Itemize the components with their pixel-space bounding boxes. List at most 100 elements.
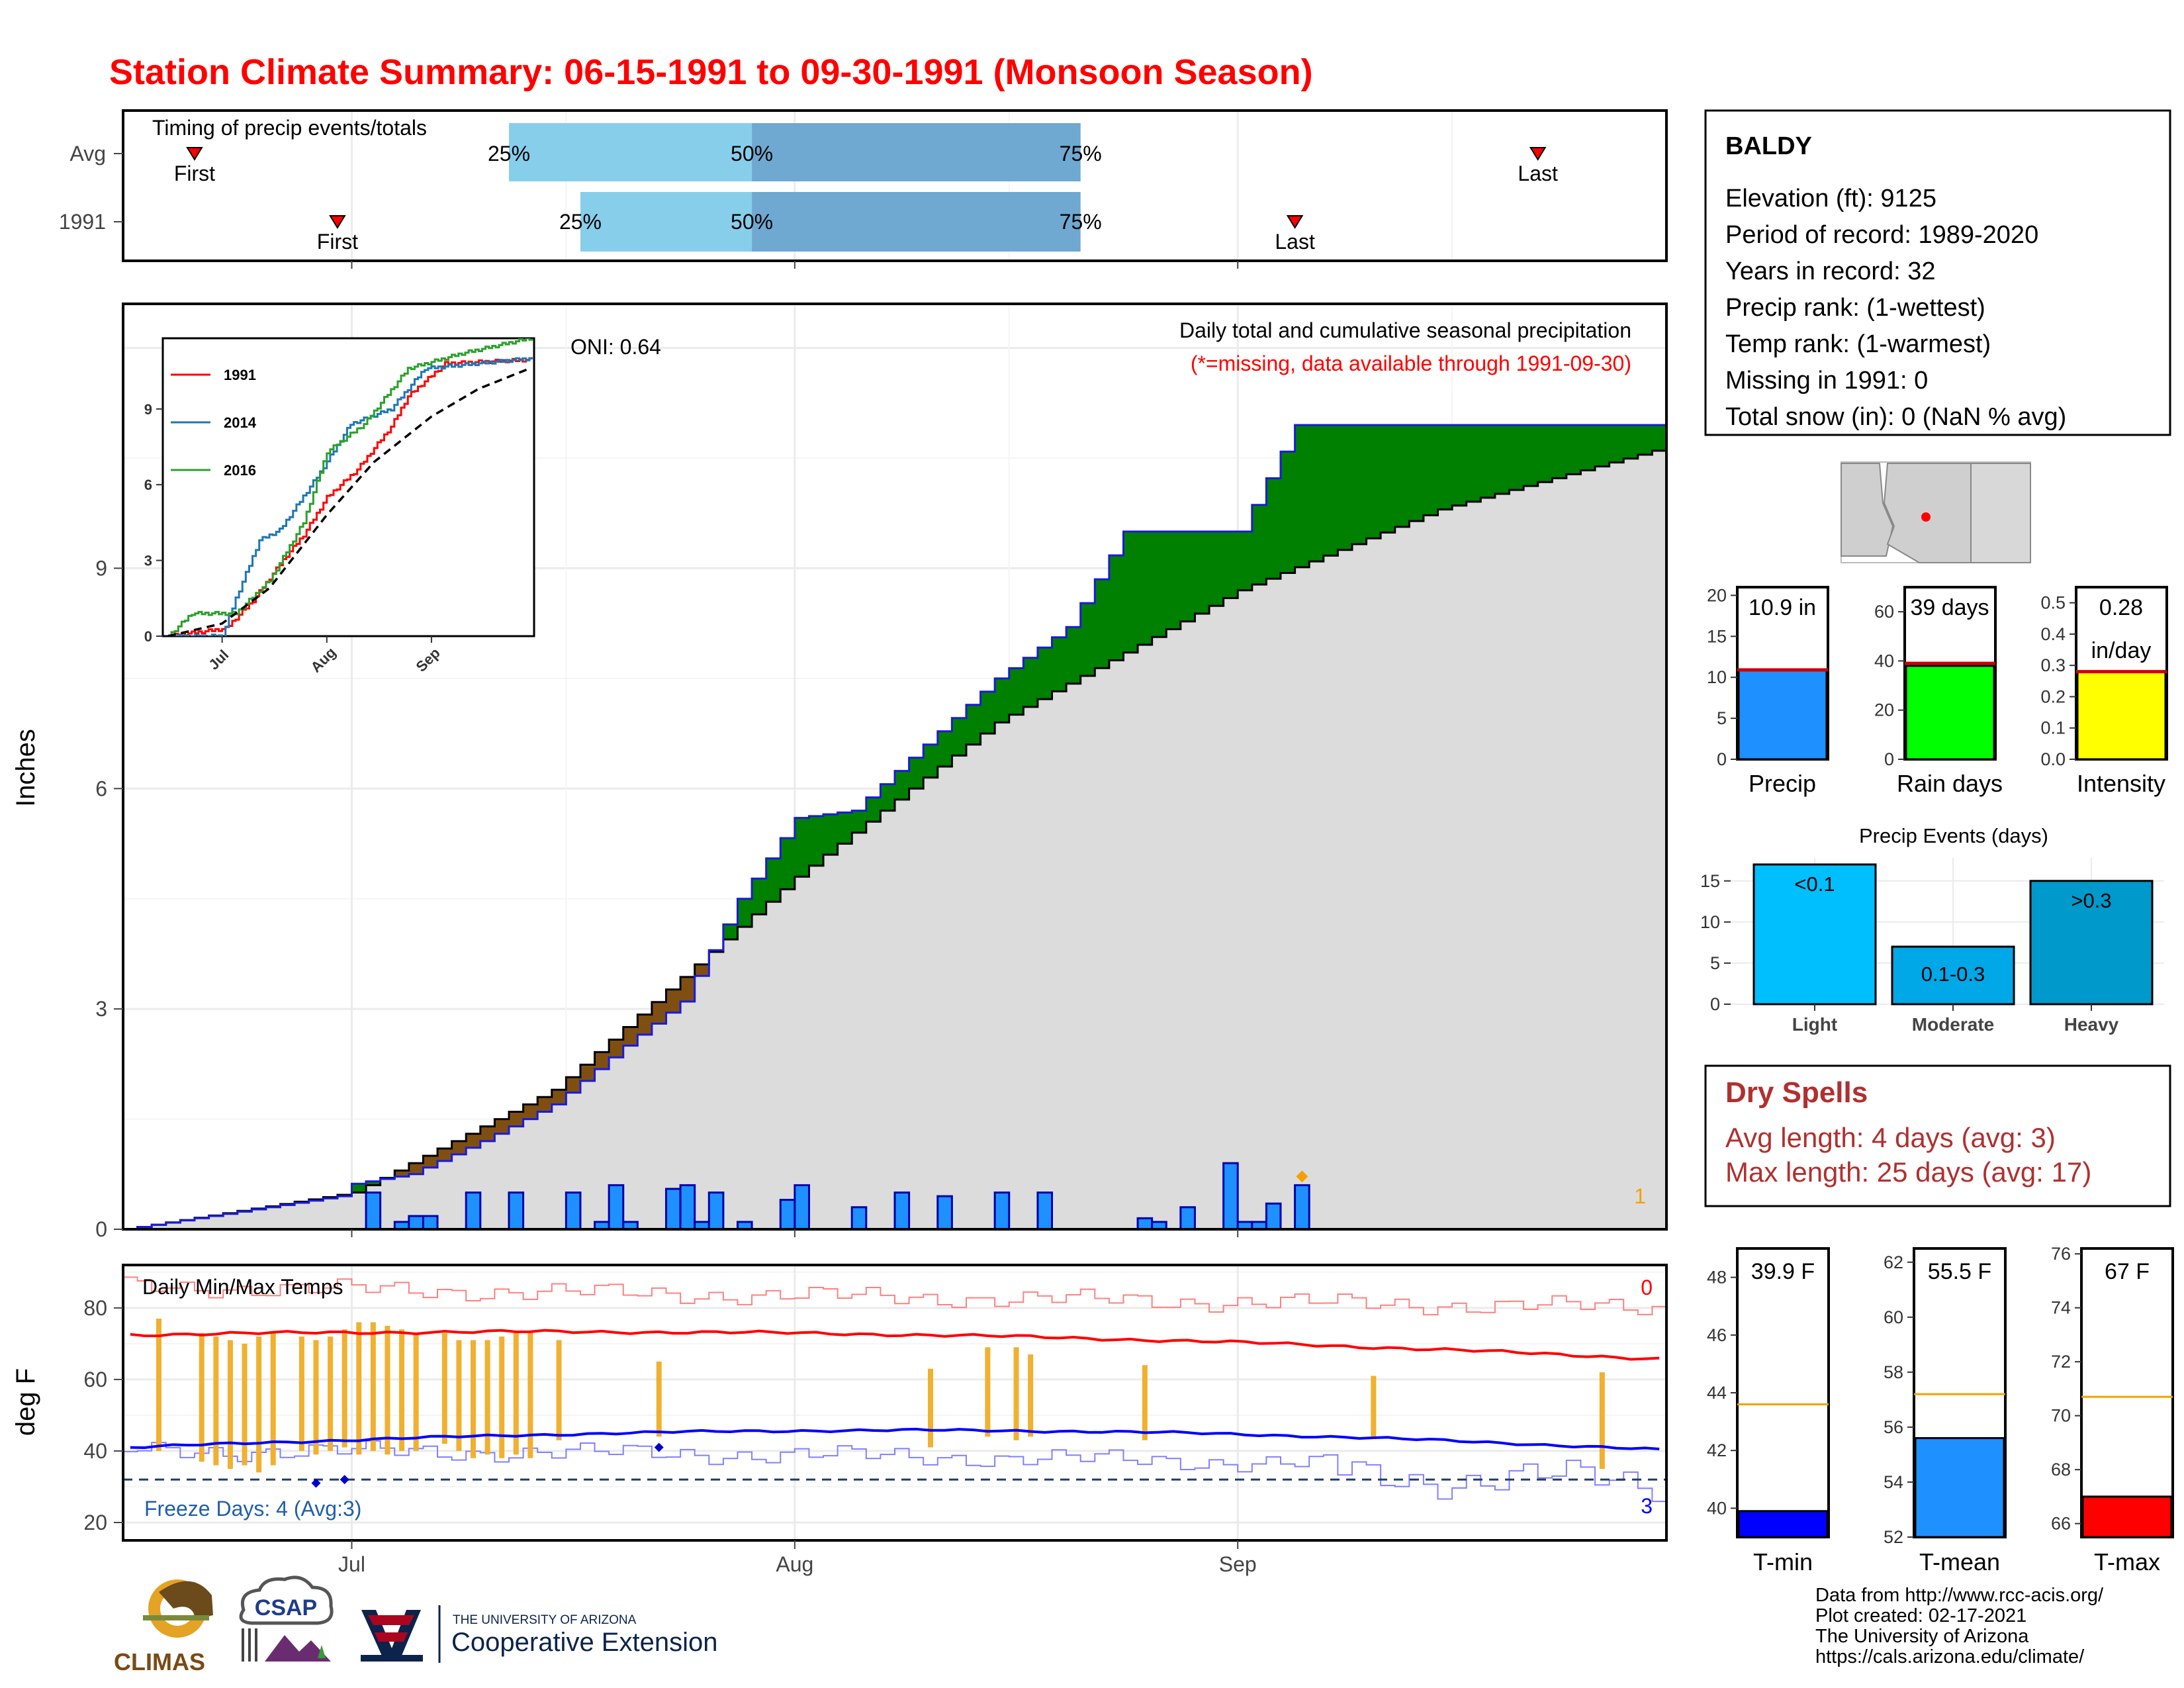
station-info-line: Years in record: 32 [1725, 258, 1936, 285]
station-info-line: Total snow (in): 0 (NaN % avg) [1725, 403, 2066, 431]
footer-line: https://cals.arizona.edu/climate/ [1815, 1646, 2085, 1667]
bar-y-tick: 0 [1717, 749, 1727, 769]
first-event-label: First [174, 162, 215, 185]
freeze-day-marker [654, 1442, 664, 1452]
diurnal-range-bar [471, 1340, 477, 1458]
above-average-band [1381, 425, 1396, 533]
precip-y-axis-label: Inches [11, 729, 40, 807]
above-average-band [1366, 425, 1381, 539]
temp-x-tick: Jul [338, 1552, 365, 1576]
above-average-band [766, 858, 781, 902]
diurnal-range-bar [413, 1333, 419, 1451]
event-count-bar [2029, 880, 2154, 1006]
above-average-band [823, 814, 839, 855]
diurnal-range-bar [399, 1329, 405, 1451]
above-average-band [1580, 425, 1596, 471]
seasonal-value-bar [1905, 665, 1995, 761]
diurnal-range-bar [156, 1319, 161, 1451]
above-average-band [1138, 531, 1153, 645]
bar-y-tick: 56 [1884, 1417, 1903, 1437]
above-average-band [1394, 425, 1410, 527]
daily-precip-bar [1036, 1192, 1054, 1229]
temp-bar-name: T-max [2094, 1548, 2160, 1575]
p50-label: 50% [731, 142, 773, 165]
inset-series-line [168, 338, 533, 636]
seasonal-value-label: 39 days [1910, 595, 1989, 620]
temp-value-label: 67 F [2105, 1259, 2150, 1284]
diurnal-range-bar [370, 1322, 376, 1451]
diurnal-range-bar [441, 1333, 447, 1444]
bar-y-tick: 74 [2051, 1298, 2071, 1318]
diurnal-range-bar [1142, 1365, 1148, 1440]
diurnal-range-bar [484, 1340, 490, 1455]
above-average-band [1437, 425, 1453, 510]
seasonal-value-bar [2076, 671, 2167, 761]
above-average-band [1166, 531, 1181, 630]
event-threshold-label: <0.1 [1794, 872, 1835, 896]
station-info-line: Precip rank: (1-wettest) [1725, 294, 1985, 322]
below-average-band [594, 1052, 610, 1070]
daily-precip-bar [408, 1215, 424, 1229]
page-title: Station Climate Summary: 06-15-1991 to 0… [109, 52, 1313, 92]
daily-precip-bar [665, 1188, 682, 1229]
above-average-band [1466, 425, 1481, 502]
temp-bar-name: T-min [1753, 1548, 1813, 1575]
diurnal-range-bar [313, 1340, 319, 1455]
seasonal-value-bar [1737, 669, 1828, 761]
below-average-band [609, 1039, 624, 1058]
bar-frame [2080, 1247, 2174, 1538]
record-low-line [123, 1440, 1666, 1503]
precip-panel-title: Daily total and cumulative seasonal prec… [1179, 318, 1631, 342]
climas-logo: CLIMAS [114, 1579, 213, 1675]
above-average-band [1509, 425, 1524, 491]
freeze-days-count: 3 [1641, 1494, 1653, 1518]
station-name: BALDY [1725, 132, 1812, 160]
above-average-band [1095, 579, 1110, 669]
average-cumulative-area [123, 450, 1666, 1229]
above-average-band [1623, 425, 1639, 459]
station-info-line: Temp rank: (1-warmest) [1725, 330, 1991, 358]
bar-y-tick: 46 [1707, 1325, 1727, 1345]
seasonal-value-label: 10.9 in [1749, 595, 1816, 620]
bar-y-tick: 15 [1707, 626, 1727, 646]
temp-y-tick: 80 [83, 1296, 107, 1320]
p25-label: 25% [559, 210, 602, 234]
daily-precip-bar [779, 1199, 796, 1229]
bar-y-tick: 20 [1707, 585, 1727, 605]
seasonal-value-bar [1914, 1437, 2005, 1538]
footer-line: Data from http://www.rcc-acis.org/ [1815, 1585, 2104, 1606]
temp-y-tick: 40 [83, 1439, 107, 1463]
above-average-band [966, 704, 981, 745]
above-average-band [1266, 478, 1281, 579]
diurnal-range-bar [499, 1336, 505, 1458]
freeze-day-marker [340, 1475, 349, 1485]
bar-y-tick: 54 [1884, 1472, 1903, 1492]
above-average-band [909, 757, 924, 789]
above-average-band [1423, 425, 1439, 516]
timing-row-year-label: 1991 [59, 210, 106, 234]
temp-value-label: 39.9 F [1751, 1259, 1815, 1284]
daily-precip-bar [565, 1192, 582, 1229]
events-y-tick: 10 [1700, 912, 1720, 932]
quartile-bar-late [752, 192, 1081, 252]
temp-x-tick: Aug [776, 1552, 813, 1576]
diurnal-range-bar [527, 1333, 533, 1458]
missing-data-marker [1296, 1170, 1308, 1183]
event-threshold-label: 0.1-0.3 [1921, 962, 1985, 986]
above-average-band [1595, 425, 1610, 467]
below-average-band [494, 1119, 510, 1134]
event-threshold-label: >0.3 [2071, 889, 2111, 912]
last-event-marker [1529, 147, 1547, 161]
above-average-band [1309, 425, 1324, 562]
above-average-band [1338, 425, 1353, 550]
seasonal-temp-bars: 40 42 44 46 48 39.9 F T-min 52 54 56 58 60 62 55.5 F T… [1707, 1244, 2174, 1575]
bar-y-tick: 70 [2051, 1406, 2071, 1426]
temp-panel-title: Daily Min/Max Temps [142, 1275, 343, 1299]
inset-y-tick: 3 [144, 553, 152, 569]
above-average-band [366, 1181, 381, 1186]
bar-y-tick: 0.5 [2040, 593, 2066, 613]
above-average-band [937, 731, 952, 767]
seasonal-bar-name: Precip [1749, 770, 1816, 797]
seasonal-value-bar [1737, 1510, 1829, 1538]
bar-y-tick: 0 [1884, 749, 1894, 769]
